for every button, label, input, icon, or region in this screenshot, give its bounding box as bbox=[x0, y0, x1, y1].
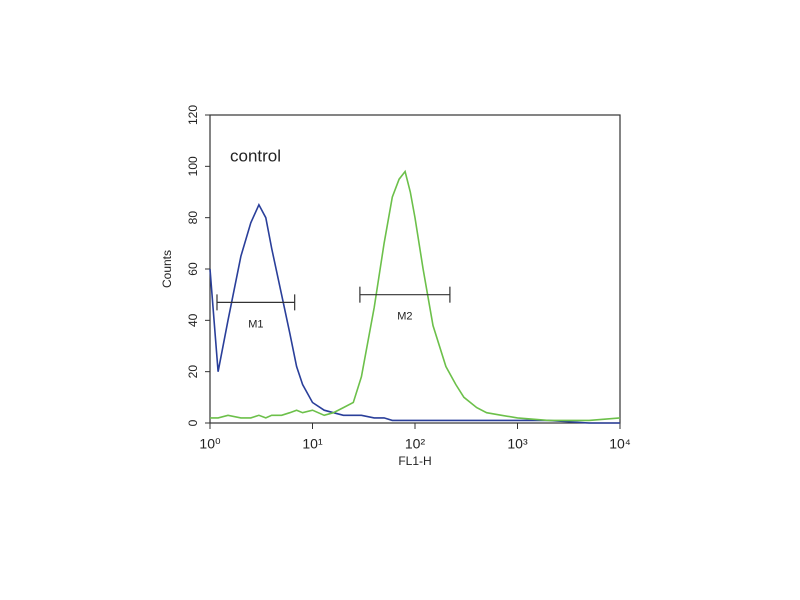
x-axis-label: FL1-H bbox=[398, 454, 431, 468]
y-tick-label: 120 bbox=[186, 105, 200, 125]
y-tick-label: 20 bbox=[186, 365, 200, 379]
y-axis-label: Counts bbox=[160, 250, 174, 288]
x-tick-label: 10¹ bbox=[302, 436, 323, 452]
x-tick-label: 10³ bbox=[507, 436, 528, 452]
y-tick-label: 0 bbox=[186, 419, 200, 426]
y-tick-label: 80 bbox=[186, 211, 200, 225]
y-tick-label: 60 bbox=[186, 262, 200, 276]
y-tick-label: 40 bbox=[186, 313, 200, 327]
x-tick-label: 10² bbox=[405, 436, 426, 452]
x-tick-label: 10⁴ bbox=[609, 436, 631, 452]
marker-label: M2 bbox=[397, 311, 412, 323]
marker-label: M1 bbox=[248, 318, 263, 330]
y-tick-label: 100 bbox=[186, 156, 200, 176]
series-line bbox=[210, 169, 621, 422]
x-tick-label: 10⁰ bbox=[199, 436, 221, 452]
annotation: control bbox=[230, 146, 281, 165]
series-line bbox=[209, 202, 620, 424]
